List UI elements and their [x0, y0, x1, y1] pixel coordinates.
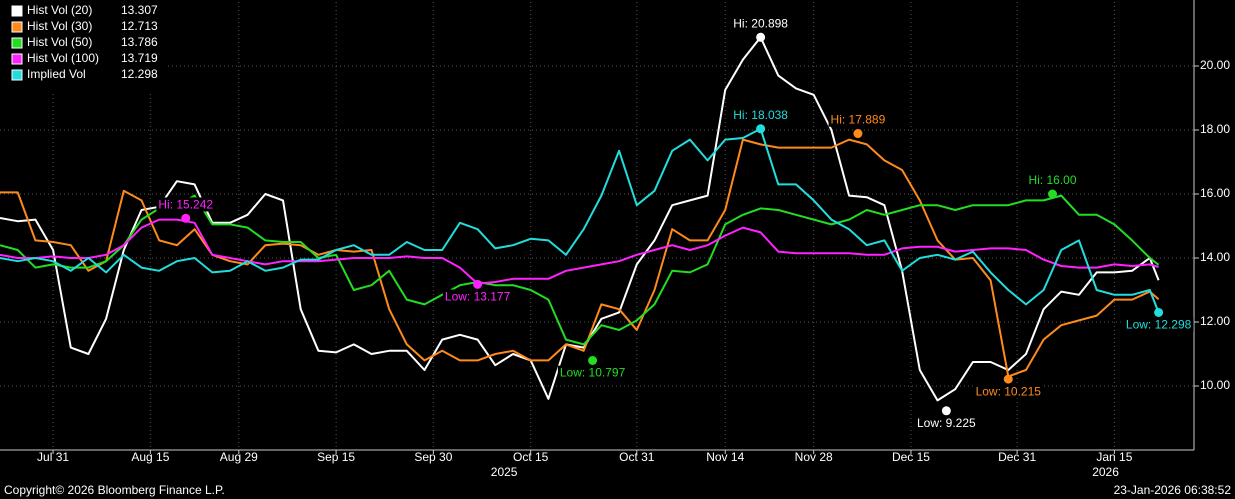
y-tick-label: 12.00	[1200, 314, 1230, 328]
legend-label: Hist Vol (100)	[27, 51, 99, 65]
extreme-marker	[756, 124, 766, 134]
timestamp: 23-Jan-2026 06:38:52	[1114, 483, 1232, 497]
legend-value: 13.719	[121, 51, 158, 65]
legend-value: 12.713	[121, 19, 158, 33]
y-tick-label: 10.00	[1200, 378, 1230, 392]
extreme-label-bg	[731, 107, 791, 122]
extreme-label: Low: 10.797	[560, 366, 626, 380]
y-tick-label: 14.00	[1200, 250, 1230, 264]
legend-label: Hist Vol (30)	[27, 19, 92, 33]
extreme-marker	[1003, 374, 1013, 384]
extreme-marker	[473, 279, 483, 289]
legend-swatch	[11, 69, 23, 81]
legend-swatch	[11, 5, 23, 17]
legend-label: Hist Vol (20)	[27, 3, 92, 17]
extreme-label: Hi: 17.889	[831, 113, 886, 127]
x-tick-label: Sep 30	[414, 450, 452, 464]
x-tick-label: Sep 15	[317, 450, 355, 464]
legend-swatch	[11, 21, 23, 33]
extreme-marker	[588, 355, 598, 365]
legend-box	[0, 0, 166, 92]
extreme-label-bg	[731, 16, 791, 31]
x-tick-label: Nov 28	[795, 450, 833, 464]
extreme-label-bg	[557, 365, 628, 380]
extreme-label: Low: 9.225	[917, 416, 976, 430]
x-tick-label: Aug 29	[220, 450, 258, 464]
x-tick-label: Jan 15	[1096, 450, 1132, 464]
legend-swatch	[11, 37, 23, 49]
extreme-marker	[941, 406, 951, 416]
legend-value: 13.307	[121, 3, 158, 17]
extreme-label: Hi: 15.242	[158, 197, 213, 211]
extreme-label: Hi: 20.898	[733, 16, 788, 30]
x-tick-label: Jul 31	[37, 450, 69, 464]
extreme-label: Low: 10.215	[976, 384, 1042, 398]
y-tick-label: 20.00	[1200, 58, 1230, 72]
legend-value: 12.298	[121, 67, 158, 81]
extreme-label: Hi: 16.00	[1028, 173, 1076, 187]
x-tick-label: Aug 15	[131, 450, 169, 464]
extreme-label: Low: 12.298	[1126, 318, 1192, 332]
year-label: 2025	[491, 465, 518, 479]
series-line	[0, 127, 1160, 313]
series-line	[0, 194, 1160, 346]
extreme-label-bg	[828, 112, 888, 127]
x-tick-label: Oct 31	[619, 450, 655, 464]
extreme-label-bg	[973, 384, 1044, 399]
legend-swatch	[11, 53, 23, 65]
extreme-label: Low: 13.177	[445, 290, 511, 304]
extreme-label-bg	[1026, 173, 1079, 188]
x-tick-label: Dec 31	[998, 450, 1036, 464]
y-tick-label: 16.00	[1200, 186, 1230, 200]
copyright: Copyright© 2026 Bloomberg Finance L.P.	[4, 483, 225, 497]
extreme-label-bg	[1123, 317, 1194, 332]
x-tick-label: Nov 14	[706, 450, 744, 464]
y-tick-label: 18.00	[1200, 122, 1230, 136]
series-line	[0, 218, 1159, 285]
extreme-marker	[756, 32, 766, 42]
extreme-label-bg	[442, 289, 513, 304]
extreme-marker	[853, 129, 863, 139]
x-tick-label: Dec 15	[892, 450, 930, 464]
extreme-label: Hi: 18.038	[733, 108, 788, 122]
x-tick-label: Oct 15	[513, 450, 549, 464]
extreme-marker	[1154, 307, 1164, 317]
extreme-label-bg	[914, 415, 979, 430]
series-line	[0, 36, 1160, 402]
extreme-marker	[1047, 189, 1057, 199]
legend-label: Implied Vol	[27, 67, 86, 81]
extreme-marker	[181, 213, 191, 223]
series-line	[0, 138, 1160, 378]
extreme-label-bg	[156, 197, 216, 212]
legend-value: 13.786	[121, 35, 158, 49]
year-label: 2026	[1092, 465, 1119, 479]
legend-label: Hist Vol (50)	[27, 35, 92, 49]
